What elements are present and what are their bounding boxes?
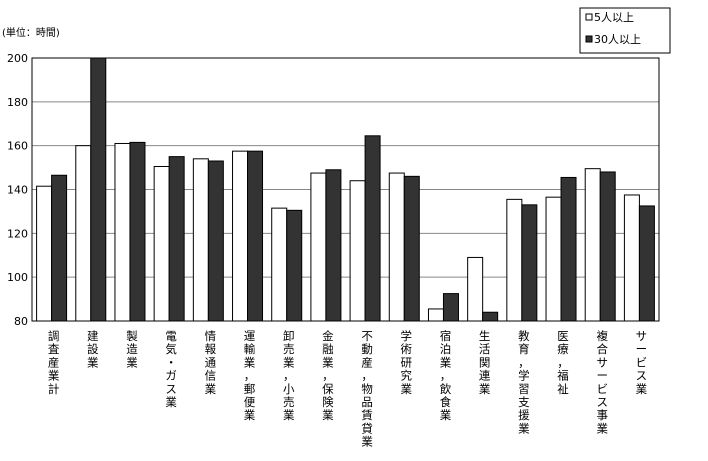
category-label: 生活関連業	[479, 329, 491, 396]
bar-30plus	[403, 175, 420, 322]
unit-label: (単位：時間)	[2, 26, 60, 39]
bar-30plus	[442, 293, 459, 322]
bar-5plus	[349, 180, 366, 322]
bar-5plus	[427, 308, 444, 322]
bar-5plus	[467, 256, 484, 322]
category-label: 医療，福祉	[557, 329, 569, 396]
bar-30plus	[599, 171, 616, 322]
y-tick-label: 160	[7, 140, 28, 153]
category-label: 教育，学習支援業	[518, 329, 530, 435]
bar-30plus	[521, 204, 538, 322]
category-label: 建設業	[87, 329, 99, 369]
category-label: 調査産業計	[48, 329, 60, 396]
category-label: 複合サービス事業	[596, 329, 608, 435]
legend-label-30plus: 30人以上	[594, 33, 641, 46]
category-label: 運輸業，郵便業	[244, 329, 256, 422]
category-label: 不動産，物品賃貸業	[361, 329, 373, 449]
bar-5plus	[36, 185, 53, 322]
bar-30plus	[364, 135, 381, 322]
bar-30plus	[247, 150, 264, 322]
bar-30plus	[90, 57, 107, 322]
category-label: 学術研究業	[401, 329, 413, 396]
y-tick-label: 100	[7, 271, 28, 284]
bar-5plus	[506, 198, 523, 322]
legend-box	[579, 7, 671, 54]
bar-30plus	[168, 156, 185, 322]
legend: 5人以上 30人以上	[579, 7, 671, 54]
bar-30plus	[51, 174, 68, 322]
category-label: サービス業	[636, 329, 648, 396]
legend-swatch-30plus	[585, 35, 593, 43]
category-label: 金融業，保険業	[322, 329, 334, 422]
bar-5plus	[310, 172, 327, 322]
y-tick-label: 200	[7, 52, 28, 65]
bar-5plus	[232, 150, 249, 322]
bar-5plus	[388, 172, 405, 322]
bar-30plus	[286, 209, 303, 322]
y-tick-label: 120	[7, 227, 28, 240]
bar-30plus	[325, 169, 342, 322]
category-label: 宿泊業，飲食業	[440, 329, 452, 422]
category-label: 製造業	[126, 329, 138, 369]
bar-5plus	[114, 142, 131, 322]
y-axis-ticks: 80 100 120 140 160 180 200	[7, 52, 28, 328]
y-tick-label: 80	[14, 315, 28, 328]
category-label: 情報通信業	[205, 329, 217, 396]
bar-5plus	[75, 145, 92, 322]
bar-30plus	[560, 176, 577, 322]
bar-30plus	[207, 160, 224, 322]
bar-5plus	[153, 165, 170, 322]
bar-5plus	[271, 207, 288, 322]
legend-swatch-5plus	[585, 13, 593, 21]
legend-label-5plus: 5人以上	[594, 11, 634, 24]
bar-30plus	[482, 311, 499, 322]
category-labels: 調査産業計 建設業 製造業 電気・ガス業 情報通信業 運輸業，郵便業 卸売業，小売業 金融業，…	[48, 329, 648, 449]
y-tick-label: 140	[7, 184, 28, 197]
bar-30plus	[129, 141, 146, 322]
category-label: 卸売業，小売業	[283, 329, 295, 422]
bar-30plus	[638, 205, 655, 322]
bar-5plus	[545, 196, 562, 322]
category-label: 電気・ガス業	[165, 329, 177, 409]
bar-5plus	[192, 158, 209, 322]
y-tick-label: 180	[7, 96, 28, 109]
bar-5plus	[623, 194, 640, 322]
bar-5plus	[584, 168, 601, 322]
plot-frame	[31, 57, 660, 322]
